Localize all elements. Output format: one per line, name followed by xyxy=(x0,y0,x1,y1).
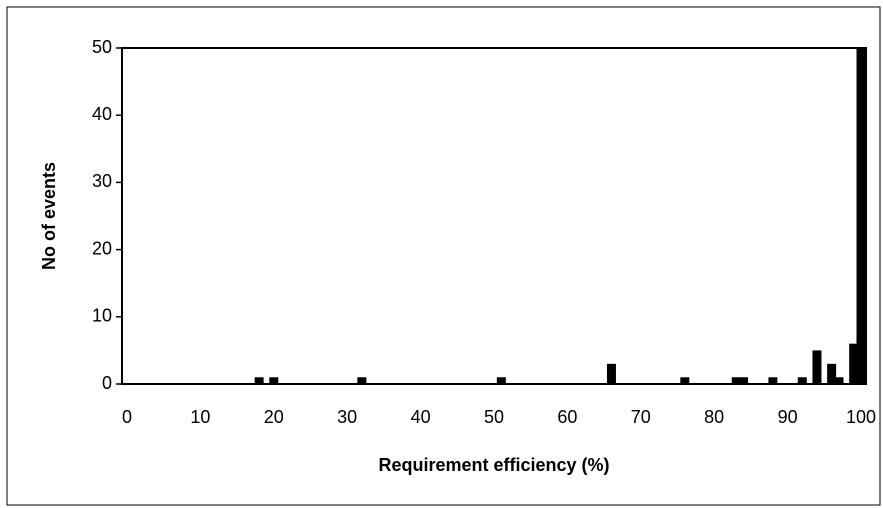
x-tick-label: 80 xyxy=(704,407,724,427)
bar xyxy=(827,363,837,384)
bar xyxy=(768,377,778,384)
y-axis-title: No of events xyxy=(39,162,59,270)
plot-frame xyxy=(121,47,867,385)
x-tick-label: 70 xyxy=(631,407,651,427)
bar xyxy=(834,377,844,384)
bar xyxy=(254,377,264,384)
x-tick-label: 10 xyxy=(190,407,210,427)
x-tick-label: 50 xyxy=(484,407,504,427)
x-tick-label: 100 xyxy=(846,407,876,427)
bar xyxy=(496,377,506,384)
bar xyxy=(680,377,690,384)
bar xyxy=(269,377,279,384)
bar xyxy=(357,377,367,384)
y-tick-label: 30 xyxy=(92,171,112,191)
chart-border xyxy=(6,6,881,506)
bar xyxy=(731,377,741,384)
x-tick-label: 60 xyxy=(557,407,577,427)
bar xyxy=(739,377,749,384)
x-tick-label: 90 xyxy=(778,407,798,427)
bar xyxy=(812,350,822,384)
x-tick-label: 20 xyxy=(264,407,284,427)
x-axis-title: Requirement efficiency (%) xyxy=(378,455,609,475)
x-tick-label: 30 xyxy=(337,407,357,427)
x-tick-label: 0 xyxy=(122,407,132,427)
y-tick-label: 40 xyxy=(92,104,112,124)
x-tick-label: 40 xyxy=(411,407,431,427)
bar xyxy=(849,343,859,384)
y-tick-label: 0 xyxy=(102,373,112,393)
y-tick-label: 50 xyxy=(92,37,112,57)
y-tick-label: 10 xyxy=(92,306,112,326)
y-tick-label: 20 xyxy=(92,238,112,258)
bar xyxy=(606,363,616,384)
bar xyxy=(856,48,866,384)
bar xyxy=(797,377,807,384)
